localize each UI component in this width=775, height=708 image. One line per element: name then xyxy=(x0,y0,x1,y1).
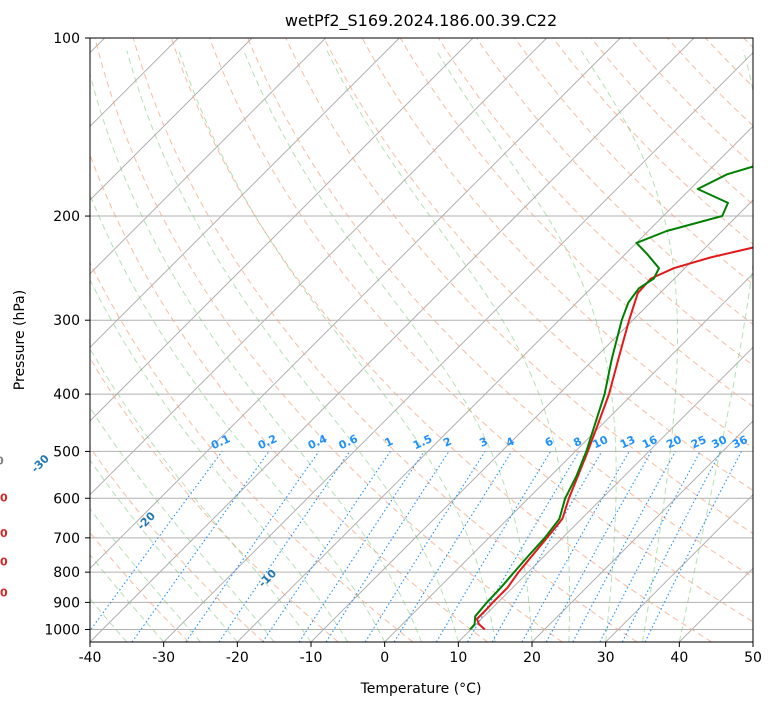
moist-adiabat xyxy=(90,72,422,642)
moist-adiabat-label: 20 xyxy=(0,527,8,540)
dry-adiabat xyxy=(90,261,414,642)
x-tick-label: -30 xyxy=(152,650,175,666)
dry-adiabat xyxy=(247,38,753,578)
moist-adiabat-label: 10 xyxy=(0,491,8,504)
moist-adiabat xyxy=(90,553,165,642)
mixing-ratio-label: 13 xyxy=(618,433,637,451)
moist-adiabat xyxy=(580,50,678,642)
mixing-ratio-line xyxy=(185,451,320,642)
x-tick-label: -20 xyxy=(226,650,249,666)
isotherm-line xyxy=(90,38,621,570)
isotherm-line xyxy=(163,51,753,642)
moist-adiabat xyxy=(435,50,617,642)
mixing-ratio-line xyxy=(521,451,630,642)
moist-adiabat xyxy=(90,507,201,642)
isotherm-line xyxy=(90,38,400,349)
dry-adiabat xyxy=(170,38,712,642)
moist-adiabat xyxy=(126,50,459,642)
dewpoint-profile xyxy=(469,165,753,631)
x-tick-label: -10 xyxy=(300,650,323,666)
moist-adiabat-label: 30 xyxy=(0,555,8,568)
mixing-ratio-line xyxy=(262,451,391,642)
moist-adiabat xyxy=(90,406,275,642)
x-tick-label: 40 xyxy=(670,650,688,666)
temperature-profile xyxy=(475,246,753,631)
moist-adiabat xyxy=(90,598,128,642)
x-tick-label: 20 xyxy=(523,650,541,666)
dry-adiabat xyxy=(476,38,753,326)
isotherm-line xyxy=(90,38,548,496)
mixing-ratio-line xyxy=(131,451,270,642)
isotherm-line xyxy=(90,38,327,275)
moist-adiabat xyxy=(90,459,238,642)
y-tick-label: 200 xyxy=(53,209,80,225)
mixing-ratio-label: 10 xyxy=(591,433,611,451)
isotherm-line xyxy=(605,493,753,642)
y-axis-label: Pressure (hPa) xyxy=(12,290,28,390)
isotherm-line xyxy=(90,38,253,201)
x-axis-label: Temperature (°C) xyxy=(360,681,482,697)
isotherm-line xyxy=(531,420,753,642)
dry-adiabat xyxy=(90,446,264,642)
dry-adiabat xyxy=(90,357,339,642)
moist-adiabat xyxy=(678,50,753,642)
y-tick-label: 100 xyxy=(53,31,80,47)
y-tick-label: 500 xyxy=(53,444,80,460)
x-tick-label: 10 xyxy=(449,650,467,666)
x-tick-label: -40 xyxy=(79,650,102,666)
mixing-ratio-line xyxy=(545,451,652,642)
y-tick-label: 400 xyxy=(53,387,80,403)
dry-adiabat xyxy=(285,38,753,535)
mixing-ratio-label: 16 xyxy=(640,433,660,451)
mixing-ratio-line xyxy=(325,451,450,642)
isotherm-line xyxy=(457,346,753,642)
y-tick-label: 700 xyxy=(53,531,80,547)
x-tick-label: 30 xyxy=(597,650,615,666)
mixing-ratio-label: 25 xyxy=(689,433,708,451)
dry-adiabat xyxy=(94,38,563,642)
dry-adiabat xyxy=(209,38,753,623)
isotherm-line xyxy=(90,38,474,422)
isotherm-line xyxy=(384,272,753,642)
plot-frame xyxy=(89,37,754,643)
dry-adiabat xyxy=(132,38,638,642)
mixing-ratio-line xyxy=(393,451,513,642)
y-tick-label: 1000 xyxy=(44,622,80,638)
moist-adiabat-label: 0 xyxy=(0,454,4,467)
chart-title: wetPf2_S169.2024.186.00.39.C22 xyxy=(285,11,557,31)
mixing-ratio-line xyxy=(90,451,223,632)
mixing-ratio-label: 36 xyxy=(730,433,750,451)
mixing-ratio-line xyxy=(218,451,351,642)
moist-adiabat xyxy=(243,50,533,642)
x-tick-label: 0 xyxy=(380,650,389,666)
mixing-ratio-label: 30 xyxy=(710,433,730,451)
series-layer xyxy=(469,165,753,631)
isotherm-line xyxy=(236,125,753,642)
mixing-ratio-label: 20 xyxy=(664,433,684,451)
mixing-ratio-line xyxy=(644,451,742,642)
moist-adiabat xyxy=(90,347,312,642)
mixing-ratio-line xyxy=(298,451,425,642)
background-lines xyxy=(90,38,753,642)
mixing-ratio-line xyxy=(572,451,676,642)
moist-adiabat xyxy=(178,50,496,642)
y-tick-label: 600 xyxy=(53,491,80,507)
moist-adiabat xyxy=(90,278,349,642)
dry-adiabat xyxy=(514,38,753,285)
y-tick-label: 900 xyxy=(53,595,80,611)
moist-adiabat xyxy=(326,50,570,642)
x-tick-label: 50 xyxy=(744,650,762,666)
axes: -40 -30 -20 -10 0 10 20 30 40 50 1000 900 800 700 600 5… xyxy=(44,31,762,666)
mixing-ratio-line xyxy=(621,451,722,642)
y-tick-label: 300 xyxy=(53,313,80,329)
dry-adiabat xyxy=(323,38,753,492)
moist-adiabat-label: 40 xyxy=(0,587,8,600)
y-tick-label: 800 xyxy=(53,565,80,581)
